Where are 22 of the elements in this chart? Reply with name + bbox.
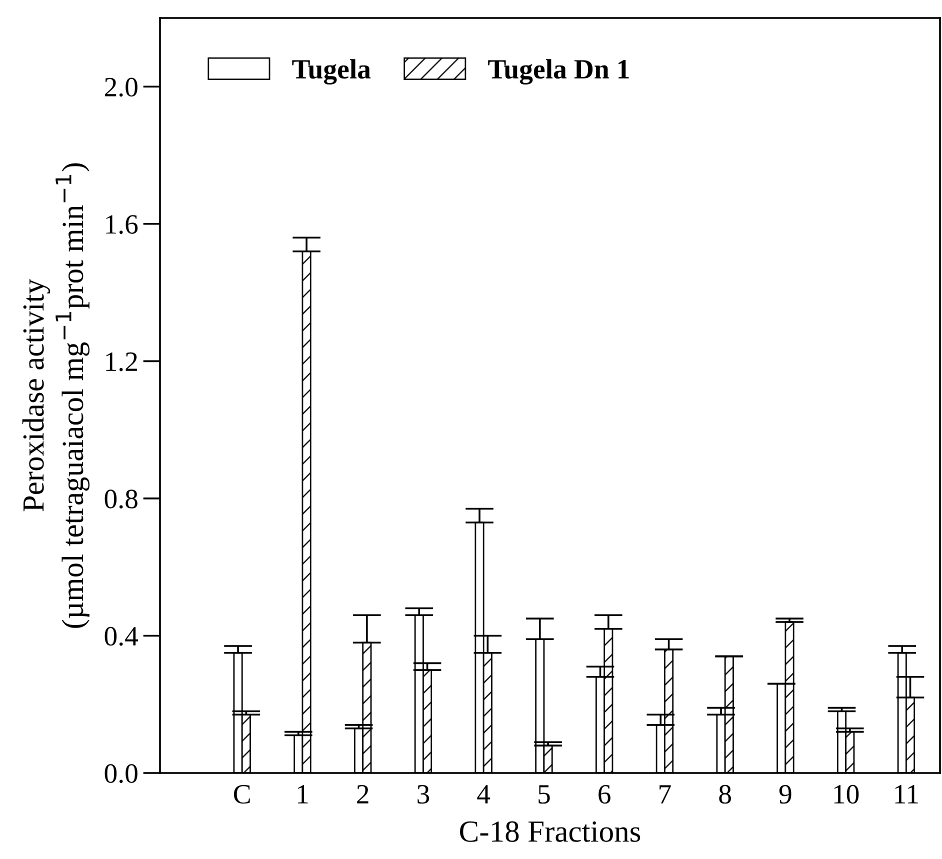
x-tick-label: 11 xyxy=(895,785,918,804)
x-tick-label: 10 xyxy=(834,784,859,804)
y-axis-title: Peroxidase activity (µmol tetraguaiacol mg$^{−1}$prot min$^{−1}$) xyxy=(22,163,90,628)
legend-label: Tugela Dn 1 xyxy=(488,59,629,85)
legend-label: Tugela xyxy=(292,59,371,85)
x-tick-label: 5 xyxy=(538,785,550,804)
y-tick-label: 1.2 xyxy=(106,352,137,372)
y-tick-label: 2.0 xyxy=(104,78,138,97)
x-tick-label: 6 xyxy=(598,784,610,804)
y-tick-label: 0.0 xyxy=(104,764,138,784)
x-tick-label: C xyxy=(234,784,250,804)
x-tick-label: 8 xyxy=(719,784,731,804)
x-tick-label: 9 xyxy=(779,784,792,804)
y-tick-label: 0.4 xyxy=(104,626,138,646)
x-tick-label: 4 xyxy=(477,785,490,804)
x-tick-label: 3 xyxy=(418,784,430,804)
y-tick-label: 0.8 xyxy=(104,490,138,508)
x-tick-label: 2 xyxy=(357,784,368,804)
x-tick-label: 1 xyxy=(298,785,308,804)
x-tick-label: 7 xyxy=(660,785,671,804)
x-axis-title: C-18 Fractions xyxy=(460,821,640,842)
y-tick-label: 1.6 xyxy=(106,215,138,234)
